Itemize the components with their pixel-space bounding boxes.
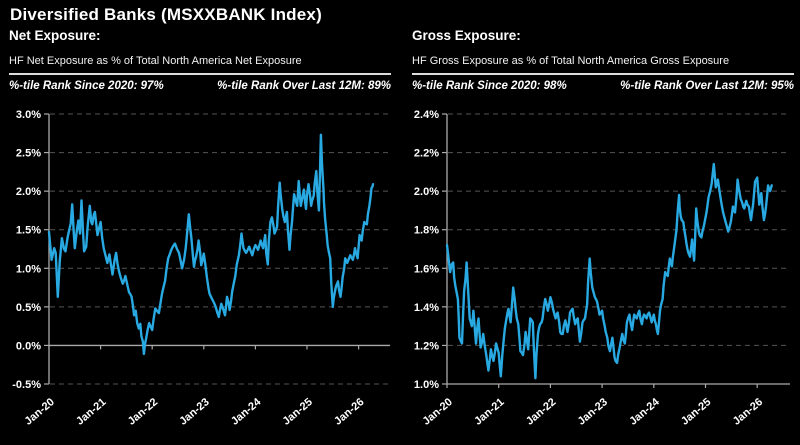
y-axis-label: 2.2% [414,148,439,160]
x-axis-label: Jan-24 [627,396,662,428]
y-axis-label: 3.0% [16,109,41,121]
net-series-line [47,133,375,356]
x-axis-label: Jan-25 [679,396,713,428]
x-axis-label: Jan-22 [524,396,558,428]
x-axis-label: Jan-23 [177,396,211,428]
page-title: Diversified Banks (MSXXBANK Index) [10,5,322,24]
x-axis-label: Jan-22 [126,396,160,428]
net-exposure-heading: Net Exposure: [9,28,101,43]
gross-exposure-chart: 2.4% 2.2% 2.0% 1.8% 1.6% 1.4% 1.2% 1.0% Jan-20 Ja… [414,109,790,428]
y-axis-label: 1.5% [16,225,41,237]
net-exposure-stats: %-tile Rank Since 2020: 97% %-tile Rank … [9,80,391,92]
gross-exposure-stats: %-tile Rank Since 2020: 98% %-tile Rank … [412,80,794,92]
net-percentile-last-12m: %-tile Rank Over Last 12M: 89% [217,80,391,92]
net-exposure-subtitle: HF Net Exposure as % of Total North Amer… [9,55,391,75]
y-axis-label: 0.0% [16,340,41,352]
x-axis-label: Jan-20 [23,396,57,428]
gross-series-line [445,162,773,380]
x-axis-label: Jan-21 [74,396,108,428]
y-axis-label: 2.0% [16,186,41,198]
x-axis-label: Jan-26 [731,396,765,428]
y-axis-label: 1.6% [414,263,439,275]
y-axis-label: 2.4% [414,109,439,121]
y-axis-label: 2.0% [414,186,439,198]
y-axis-label: -0.5% [12,379,41,391]
y-axis-label: 1.0% [414,379,439,391]
x-axis-label: Jan-21 [472,396,506,428]
y-axis-label: 1.0% [16,263,41,275]
y-axis-label: 1.2% [414,340,439,352]
gross-exposure-subtitle: HF Gross Exposure as % of Total North Am… [412,55,794,75]
x-axis-label: Jan-20 [421,396,455,428]
y-axis-label: 1.4% [414,302,439,314]
x-axis-label: Jan-25 [281,396,315,428]
gross-exposure-heading: Gross Exposure: [412,28,521,43]
y-axis-label: 2.5% [16,148,41,160]
net-exposure-chart: 3.0% 2.5% 2.0% 1.5% 1.0% 0.5% 0.0% -0.5% Jan-20 J… [12,109,390,428]
x-axis-label: Jan-24 [229,396,264,428]
x-axis-label: Jan-26 [332,396,366,428]
y-axis-label: 0.5% [16,302,41,314]
y-axis-label: 1.8% [414,225,439,237]
gross-percentile-last-12m: %-tile Rank Over Last 12M: 95% [620,80,794,92]
x-axis-label: Jan-23 [576,396,610,428]
net-percentile-since-2020: %-tile Rank Since 2020: 97% [9,80,164,92]
gross-exposure-panel: Gross Exposure: HF Gross Exposure as % o… [412,28,794,92]
net-exposure-panel: Net Exposure: HF Net Exposure as % of To… [9,28,391,92]
gross-percentile-since-2020: %-tile Rank Since 2020: 98% [412,80,567,92]
